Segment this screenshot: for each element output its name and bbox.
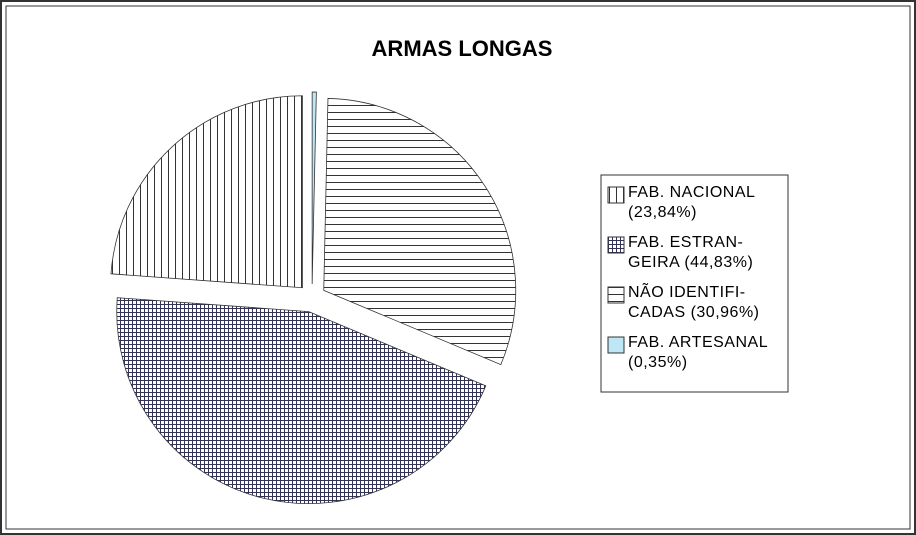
legend-label: FAB. ESTRAN- GEIRA (44,83%) <box>628 234 754 271</box>
legend-label: NÃO IDENTIFI- CADAS (30,96%) <box>628 284 760 321</box>
legend-swatch <box>607 286 625 304</box>
legend-entry: FAB. ESTRAN- GEIRA (44,83%) <box>628 234 754 271</box>
legend-entry: FAB. NACIONAL (23,84%) <box>628 184 756 221</box>
legend-label: FAB. ARTESANAL (0,35%) <box>628 334 769 371</box>
pie-slice <box>116 297 487 504</box>
inner-frame <box>5 5 911 530</box>
pie-slice <box>323 98 517 366</box>
legend-box <box>600 174 789 393</box>
legend-entry: FAB. ARTESANAL (0,35%) <box>628 334 769 371</box>
pie-slice <box>110 95 303 289</box>
legend-swatch <box>607 186 625 204</box>
chart-title: ARMAS LONGAS <box>372 36 553 61</box>
legend-swatch <box>607 236 625 254</box>
legend-entry: NÃO IDENTIFI- CADAS (30,96%) <box>628 284 760 321</box>
legend-label: FAB. NACIONAL (23,84%) <box>628 184 756 221</box>
legend-swatch <box>607 336 625 354</box>
pie-slice <box>311 91 317 285</box>
